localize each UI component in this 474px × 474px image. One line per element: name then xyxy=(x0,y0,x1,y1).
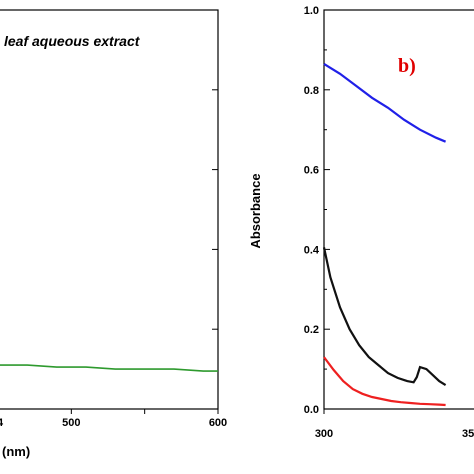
panel-a-tick-labels: 500 600 xyxy=(62,417,227,429)
panel-b-label: b) xyxy=(398,55,416,77)
panel-a-frame xyxy=(0,9,219,410)
panel-a-series-line-0 xyxy=(0,364,218,372)
panel-b-y-axis-label: Absorbance xyxy=(248,173,263,248)
panel-a-plot xyxy=(0,364,218,372)
panel-b-y-tick-label-2: 0.4 xyxy=(304,244,320,256)
panel-a-partial-tick-label: 4 xyxy=(0,417,4,429)
panel-a: leaf aqueous extract 4 500 600 (nm) xyxy=(0,9,227,459)
panel-b-y-tick-label-0: 0.0 xyxy=(304,404,319,416)
panel-b-series-line-1 xyxy=(322,247,447,387)
panel-b-y-tick-labels: 0.0 0.2 0.4 0.6 0.8 1.0 xyxy=(304,5,320,416)
panel-b-y-tick-label-3: 0.6 xyxy=(304,165,319,177)
panel-b-partial-tick-label: 35 xyxy=(462,428,474,440)
panel-b-series-line-2 xyxy=(323,356,446,407)
panel-b: 0.0 0.2 0.4 0.6 0.8 1.0 300 35 Absorbance b) xyxy=(248,5,474,440)
panel-a-x-axis-label: (nm) xyxy=(2,444,30,459)
panel-b-plot xyxy=(322,62,447,407)
panel-a-annotation: leaf aqueous extract xyxy=(4,33,141,49)
panel-b-x-tick-label-300: 300 xyxy=(315,428,333,440)
panel-a-ticks xyxy=(70,89,219,414)
panel-a-x-tick-label-500: 500 xyxy=(62,417,80,429)
panel-a-x-tick-label-600: 600 xyxy=(209,417,227,429)
panel-b-y-tick-label-1: 0.2 xyxy=(304,324,319,336)
panel-b-y-tick-label-5: 1.0 xyxy=(304,5,319,17)
panel-b-y-tick-label-4: 0.8 xyxy=(304,85,319,97)
panel-b-series-line-0 xyxy=(323,62,447,143)
